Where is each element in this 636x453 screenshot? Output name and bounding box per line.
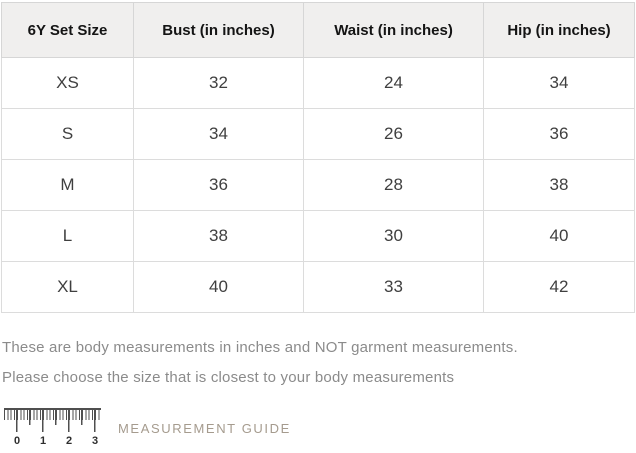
size-chart-table: 6Y Set Size Bust (in inches) Waist (in i… — [1, 2, 635, 313]
cell-hip: 34 — [483, 57, 635, 109]
cell-size: XL — [1, 261, 134, 313]
column-header-waist: Waist (in inches) — [303, 2, 484, 58]
column-header-hip: Hip (in inches) — [483, 2, 635, 58]
cell-hip: 38 — [483, 159, 635, 211]
table-row: XS 32 24 34 — [1, 57, 635, 109]
cell-bust: 40 — [133, 261, 304, 313]
ruler-number: 2 — [65, 435, 73, 447]
table-header-row: 6Y Set Size Bust (in inches) Waist (in i… — [1, 2, 635, 58]
cell-waist: 33 — [303, 261, 484, 313]
note-body-measurements: These are body measurements in inches an… — [2, 339, 518, 356]
ruler-number: 3 — [91, 435, 99, 447]
cell-size: M — [1, 159, 134, 211]
cell-hip: 42 — [483, 261, 635, 313]
ruler-number: 0 — [13, 435, 21, 447]
cell-bust: 32 — [133, 57, 304, 109]
cell-bust: 36 — [133, 159, 304, 211]
table-row: L 38 30 40 — [1, 210, 635, 262]
cell-size: XS — [1, 57, 134, 109]
measurement-guide-row: 0 1 2 3 MEASUREMENT GUIDE — [4, 408, 636, 449]
cell-waist: 30 — [303, 210, 484, 262]
ruler-icon: 0 1 2 3 — [4, 408, 101, 449]
ruler-numbers: 0 1 2 3 — [4, 434, 101, 449]
cell-hip: 36 — [483, 108, 635, 160]
table-row: S 34 26 36 — [1, 108, 635, 160]
cell-hip: 40 — [483, 210, 635, 262]
cell-waist: 24 — [303, 57, 484, 109]
cell-bust: 34 — [133, 108, 304, 160]
size-chart-notes: These are body measurements in inches an… — [2, 339, 636, 386]
cell-size: S — [1, 108, 134, 160]
cell-waist: 28 — [303, 159, 484, 211]
ruler-ticks — [4, 408, 101, 434]
cell-size: L — [1, 210, 134, 262]
ruler-number: 1 — [39, 435, 47, 447]
cell-waist: 26 — [303, 108, 484, 160]
column-header-size: 6Y Set Size — [1, 2, 134, 58]
note-choose-size: Please choose the size that is closest t… — [2, 369, 455, 386]
cell-bust: 38 — [133, 210, 304, 262]
measurement-guide-link[interactable]: MEASUREMENT GUIDE — [118, 421, 291, 436]
table-row: XL 40 33 42 — [1, 261, 635, 313]
column-header-bust: Bust (in inches) — [133, 2, 304, 58]
table-row: M 36 28 38 — [1, 159, 635, 211]
